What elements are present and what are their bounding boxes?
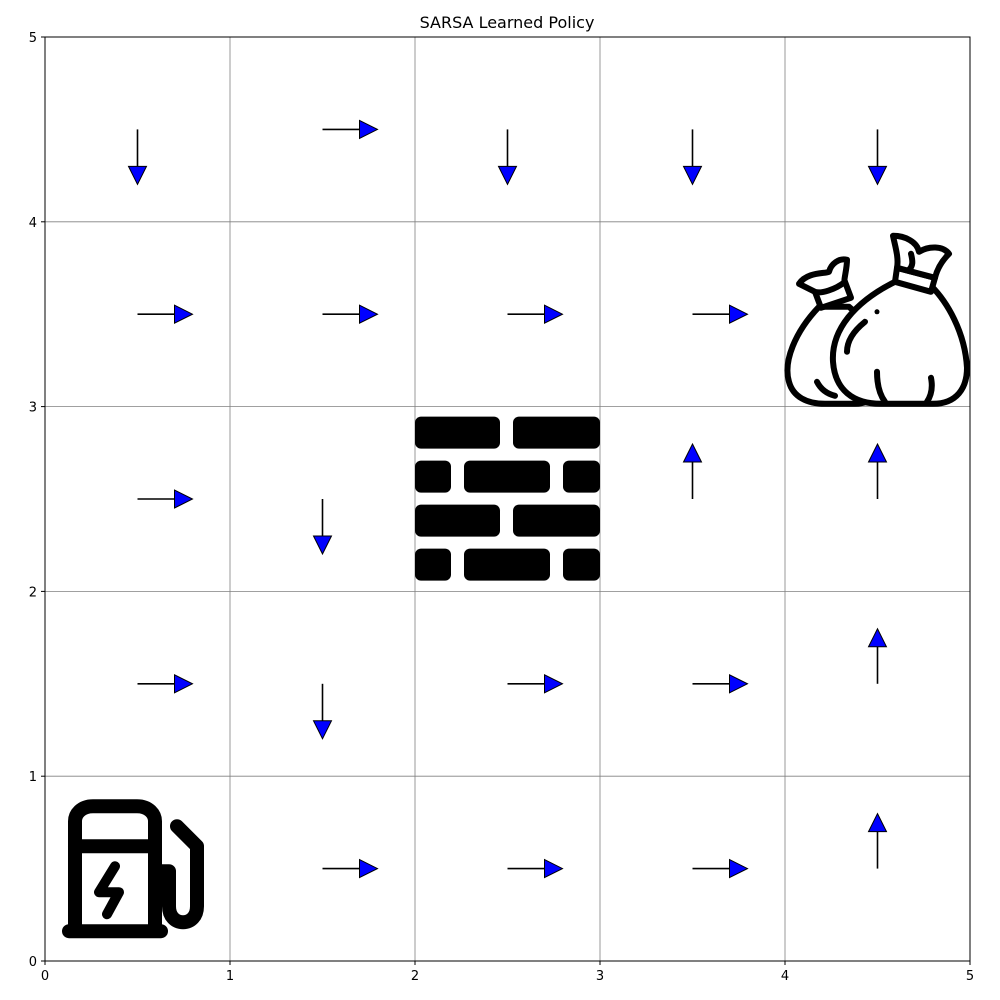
y-tick-label: 4 — [29, 216, 37, 231]
special-cells — [62, 232, 970, 939]
axis-ticks: 0 1 2 3 4 5 0 1 2 3 4 5 — [29, 31, 974, 984]
policy-arrow-right — [692, 858, 749, 879]
policy-arrow-right — [322, 119, 379, 140]
policy-arrow-down — [127, 129, 148, 186]
x-tick-label: 1 — [226, 969, 234, 984]
x-tick-label: 2 — [411, 969, 419, 984]
policy-arrow-up — [867, 812, 888, 869]
policy-arrow-right — [322, 304, 379, 325]
policy-arrow-right — [507, 304, 564, 325]
y-tick-label: 2 — [29, 585, 37, 600]
policy-arrow-down — [682, 129, 703, 186]
policy-arrow-down — [312, 683, 333, 740]
policy-arrow-right — [507, 858, 564, 879]
policy-arrow-right — [692, 304, 749, 325]
policy-arrow-right — [322, 858, 379, 879]
axes-frame — [44, 36, 971, 962]
policy-arrow-down — [312, 499, 333, 556]
x-tick-label: 5 — [966, 969, 974, 984]
policy-arrow-right — [507, 673, 564, 694]
y-tick-label: 1 — [29, 770, 37, 785]
policy-arrow-right — [137, 673, 194, 694]
x-tick-label: 3 — [596, 969, 604, 984]
policy-arrow-right — [137, 489, 194, 509]
policy-arrows — [127, 119, 888, 879]
y-tick-label: 5 — [29, 31, 37, 46]
policy-arrow-down — [867, 129, 888, 186]
x-tick-label: 0 — [41, 969, 49, 984]
brick-wall-icon — [415, 416, 600, 581]
policy-arrow-right — [137, 304, 194, 325]
policy-arrow-down — [497, 129, 518, 186]
policy-arrow-up — [867, 442, 888, 499]
y-tick-label: 3 — [29, 401, 37, 416]
charging-station-icon — [62, 799, 204, 939]
policy-arrow-right — [692, 673, 749, 694]
grid-lines — [45, 37, 970, 961]
policy-arrow-up — [682, 442, 703, 499]
money-bags-icon — [784, 232, 970, 407]
y-tick-label: 0 — [29, 955, 37, 970]
chart-title: SARSA Learned Policy — [420, 13, 595, 32]
x-tick-label: 4 — [781, 969, 789, 984]
policy-arrow-up — [867, 627, 888, 684]
